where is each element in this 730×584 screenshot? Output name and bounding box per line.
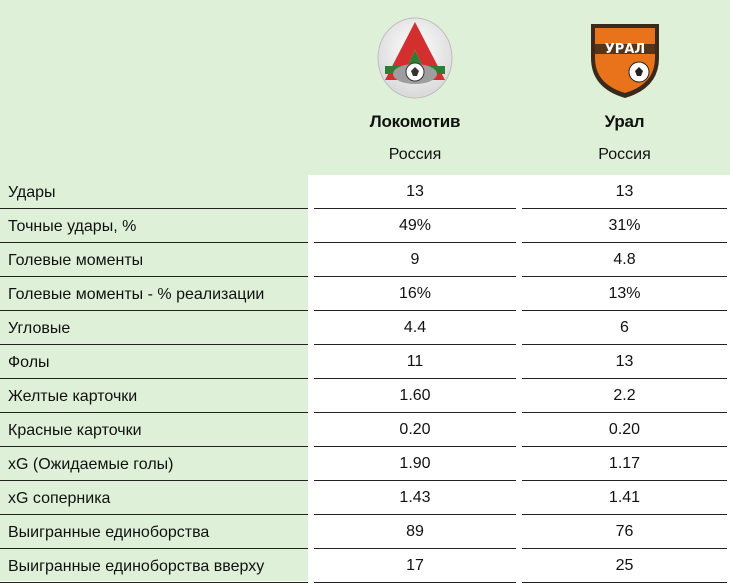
row-divider xyxy=(522,276,727,277)
row-divider xyxy=(0,480,308,481)
stat-home-value: 1.90 xyxy=(399,455,431,472)
stat-home-value: 17 xyxy=(406,557,424,574)
stat-home-value: 13 xyxy=(406,183,424,200)
row-divider xyxy=(314,276,516,277)
stat-away-value: 25 xyxy=(615,557,634,574)
stat-away-value: 1.41 xyxy=(608,489,641,506)
row-divider xyxy=(522,208,727,209)
row-divider xyxy=(522,548,727,549)
table-row: Угловые 4.4 6 xyxy=(0,311,730,345)
stat-away-value: 1.17 xyxy=(608,455,641,472)
team-column-home: Локомотив Россия xyxy=(314,0,516,175)
row-divider xyxy=(0,378,308,379)
row-divider xyxy=(522,412,727,413)
stat-label: Выигранные единоборства xyxy=(8,524,210,541)
stat-away-value: 13 xyxy=(615,183,634,200)
row-divider xyxy=(522,582,727,583)
row-divider xyxy=(0,446,308,447)
table-row: Желтые карточки 1.60 2.2 xyxy=(0,379,730,413)
row-divider xyxy=(0,514,308,515)
stat-away-value: 13% xyxy=(608,285,641,302)
stat-away-value: 2.2 xyxy=(613,387,636,404)
ural-logo-text: УРАЛ xyxy=(604,42,644,57)
table-row: xG соперника 1.43 1.41 xyxy=(0,481,730,515)
table-row: xG (Ожидаемые голы) 1.90 1.17 xyxy=(0,447,730,481)
row-divider xyxy=(314,412,516,413)
gap-1 xyxy=(308,175,314,581)
table-row: Выигранные единоборства 89 76 xyxy=(0,515,730,549)
stat-label: Голевые моменты - % реализации xyxy=(8,286,265,303)
row-divider xyxy=(0,276,308,277)
stat-away-value: 0.20 xyxy=(608,421,641,438)
team-country: Россия xyxy=(598,146,651,163)
row-divider xyxy=(522,514,727,515)
lokomotiv-logo-icon xyxy=(377,17,453,99)
table-row: Голевые моменты - % реализации 16% 13% xyxy=(0,277,730,311)
row-divider xyxy=(0,242,308,243)
stat-label: Выигранные единоборства вверху xyxy=(8,558,265,575)
table-row: Удары 13 13 xyxy=(0,175,730,209)
stat-label: Красные карточки xyxy=(8,422,142,439)
row-divider xyxy=(314,242,516,243)
row-divider xyxy=(0,208,308,209)
row-divider xyxy=(522,310,727,311)
stat-home-value: 16% xyxy=(398,285,432,302)
stat-label: Фолы xyxy=(8,354,50,371)
row-divider xyxy=(314,310,516,311)
table-row: Голевые моменты 9 4.8 xyxy=(0,243,730,277)
ural-logo-icon: УРАЛ xyxy=(590,24,659,98)
stat-home-value: 1.43 xyxy=(399,489,431,506)
team-name: Локомотив xyxy=(369,112,461,131)
table-row: Точные удары, % 49% 31% xyxy=(0,209,730,243)
stat-away-value: 31% xyxy=(608,217,641,234)
row-divider xyxy=(0,548,308,549)
team-country: Россия xyxy=(388,146,442,163)
stat-label: Желтые карточки xyxy=(8,388,138,405)
table-row: Красные карточки 0.20 0.20 xyxy=(0,413,730,447)
stat-label: Голевые моменты xyxy=(8,252,144,269)
row-divider xyxy=(314,344,516,345)
team-name: Урал xyxy=(604,112,645,131)
stat-home-value: 49% xyxy=(398,217,432,234)
stat-label: Точные удары, % xyxy=(8,218,137,235)
row-divider xyxy=(314,582,516,583)
stat-home-value: 9 xyxy=(410,251,420,268)
stat-away-value: 76 xyxy=(615,523,634,540)
row-divider xyxy=(314,480,516,481)
row-divider xyxy=(522,378,727,379)
row-divider xyxy=(522,344,727,345)
team-column-away: УРАЛ Урал Россия xyxy=(522,0,727,175)
row-divider xyxy=(522,446,727,447)
stat-away-value: 6 xyxy=(620,319,629,336)
table-row: Выигранные единоборства вверху 17 25 xyxy=(0,549,730,583)
row-divider xyxy=(522,242,727,243)
row-divider xyxy=(0,412,308,413)
row-divider xyxy=(314,208,516,209)
stat-label: xG (Ожидаемые голы) xyxy=(8,456,174,473)
row-divider xyxy=(0,582,308,583)
stat-home-value: 11 xyxy=(406,353,424,370)
stat-home-value: 4.4 xyxy=(403,319,427,336)
row-divider xyxy=(0,344,308,345)
row-divider xyxy=(314,514,516,515)
gap-2 xyxy=(516,175,522,581)
row-divider xyxy=(0,310,308,311)
stat-away-value: 13 xyxy=(615,353,634,370)
row-divider xyxy=(314,548,516,549)
stat-label: Удары xyxy=(8,184,56,201)
row-divider xyxy=(522,480,727,481)
stat-label: xG соперника xyxy=(8,490,111,507)
stat-label: Угловые xyxy=(8,320,71,337)
row-divider xyxy=(314,446,516,447)
stat-away-value: 4.8 xyxy=(613,251,636,268)
stat-home-value: 0.20 xyxy=(399,421,431,438)
row-divider xyxy=(314,378,516,379)
stat-home-value: 89 xyxy=(406,523,424,540)
stat-home-value: 1.60 xyxy=(399,387,431,404)
table-row: Фолы 11 13 xyxy=(0,345,730,379)
